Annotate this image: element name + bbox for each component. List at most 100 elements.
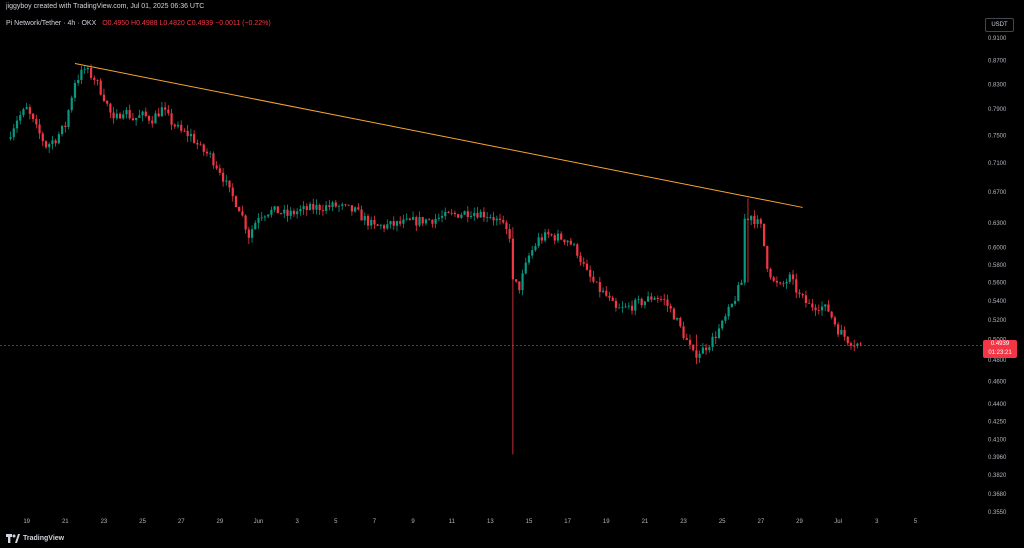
last-price-tag: 0.4939 01:23:21	[983, 339, 1017, 358]
price-tick-label: 0.6300	[988, 221, 1007, 227]
candle-body	[569, 240, 572, 245]
candle-body	[28, 107, 31, 114]
candle-body	[647, 296, 650, 302]
candle-body	[824, 304, 827, 307]
candle-body	[756, 219, 759, 225]
candle-body	[605, 290, 608, 296]
candle-body	[350, 205, 353, 212]
candle-body	[502, 219, 505, 223]
candle-body	[814, 307, 817, 311]
candle-body	[405, 218, 408, 220]
candle-body	[254, 222, 257, 230]
candle-body	[495, 218, 498, 221]
candle-body	[479, 211, 482, 218]
candle-body	[762, 223, 766, 246]
candle-body	[238, 206, 241, 212]
candle-body	[550, 234, 553, 236]
candle-body	[54, 140, 57, 144]
candles-layer	[9, 64, 862, 455]
candle-body	[527, 255, 531, 263]
candle-body	[840, 329, 843, 335]
candle-body	[180, 124, 183, 131]
candle-body	[505, 222, 508, 230]
candle-body	[740, 282, 743, 286]
candle-body	[833, 317, 836, 325]
candle-body	[466, 211, 469, 218]
candle-body	[837, 324, 840, 335]
candle-body	[521, 273, 524, 291]
candle-body	[318, 205, 321, 211]
time-tick-label: 15	[526, 519, 533, 525]
candle-body	[643, 301, 647, 306]
high-value: H0.4988	[131, 20, 158, 27]
candle-body	[167, 109, 170, 114]
candle-body	[93, 77, 96, 81]
candle-body	[560, 233, 563, 240]
candle-body	[376, 224, 379, 226]
candle-body	[215, 165, 218, 169]
time-tick-label: 3	[875, 519, 879, 525]
candle-body	[788, 274, 791, 282]
candle-body	[157, 113, 160, 117]
candle-body	[25, 107, 28, 110]
candle-body	[125, 109, 128, 115]
time-tick-label: 29	[796, 519, 803, 525]
candle-body	[209, 153, 212, 155]
candle-body	[164, 107, 167, 110]
candle-body	[389, 221, 392, 225]
candle-body	[289, 210, 292, 216]
candle-body	[589, 269, 592, 277]
time-tick-label: 17	[564, 519, 571, 525]
candle-body	[154, 113, 157, 124]
candle-body	[817, 310, 820, 311]
candle-body	[457, 214, 460, 218]
candle-body	[486, 217, 489, 218]
candle-body	[769, 268, 772, 278]
candle-body	[279, 213, 283, 214]
author-line: jiggyboy created with TradingView.com, J…	[6, 3, 205, 10]
price-tick-label: 0.7500	[988, 133, 1007, 139]
candle-body	[244, 215, 247, 230]
candle-body	[859, 343, 862, 345]
candle-body	[250, 229, 254, 238]
candle-body	[540, 237, 543, 241]
overlay-layer	[0, 63, 982, 347]
time-tick-label: 3	[295, 519, 299, 525]
candle-body	[99, 80, 102, 95]
price-tick-label: 0.5400	[988, 299, 1007, 305]
currency-button[interactable]: USDT	[985, 18, 1014, 32]
trendline	[74, 63, 803, 208]
candle-body	[698, 353, 701, 358]
candle-body	[531, 250, 534, 256]
candle-body	[753, 215, 756, 225]
candle-body	[431, 219, 434, 224]
candle-body	[263, 216, 267, 218]
price-tick-label: 0.5800	[988, 263, 1007, 269]
tradingview-logo-icon[interactable]	[6, 534, 20, 544]
candle-body	[144, 111, 147, 117]
price-tick-label: 0.9100	[988, 36, 1007, 42]
candle-body	[663, 299, 666, 300]
candle-body	[12, 128, 15, 138]
candle-body	[685, 338, 688, 340]
time-tick-label: 27	[757, 519, 764, 525]
candle-body	[421, 217, 424, 224]
candle-body	[231, 187, 234, 197]
candle-body	[267, 214, 270, 217]
candle-body	[553, 235, 556, 241]
symbol-label[interactable]: Pi Network/Tether · 4h · OKX	[6, 20, 97, 27]
candle-body	[804, 295, 808, 303]
candle-body	[795, 279, 798, 293]
candle-body	[296, 211, 299, 215]
candle-body	[202, 144, 205, 152]
candle-body	[315, 205, 318, 210]
candle-body	[118, 113, 122, 119]
candle-body	[820, 306, 824, 311]
candle-body	[498, 218, 502, 220]
candle-body	[354, 207, 357, 212]
candle-body	[57, 134, 60, 144]
candle-body	[96, 80, 99, 81]
tradingview-brand[interactable]: TradingView	[23, 535, 65, 542]
candle-body	[402, 219, 405, 224]
